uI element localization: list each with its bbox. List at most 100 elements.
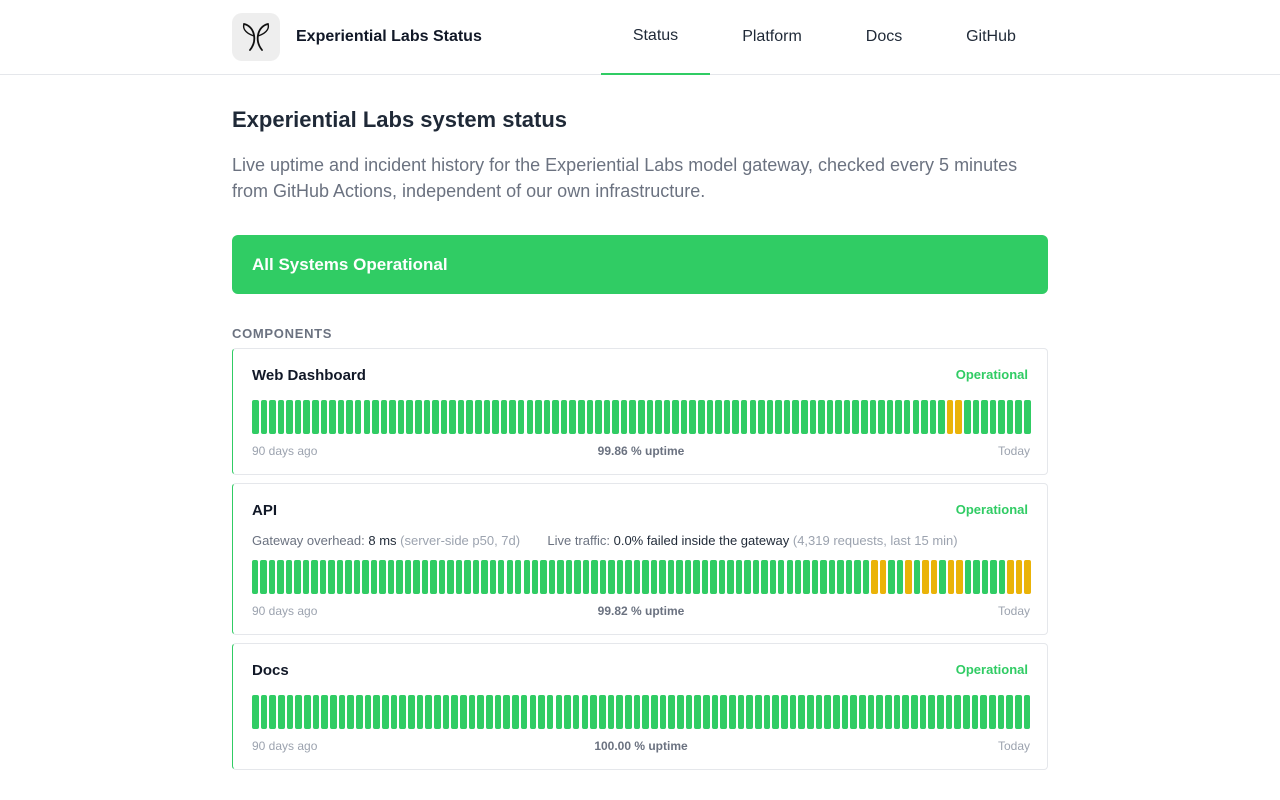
uptime-day-operational[interactable] bbox=[560, 400, 568, 434]
uptime-day-operational[interactable] bbox=[818, 400, 825, 434]
uptime-day-operational[interactable] bbox=[869, 400, 877, 434]
uptime-day-operational[interactable] bbox=[701, 560, 709, 594]
uptime-day-operational[interactable] bbox=[438, 560, 446, 594]
uptime-day-operational[interactable] bbox=[616, 695, 623, 729]
uptime-day-operational[interactable] bbox=[252, 400, 259, 434]
uptime-day-operational[interactable] bbox=[506, 560, 513, 594]
uptime-day-operational[interactable] bbox=[430, 560, 437, 594]
uptime-day-operational[interactable] bbox=[706, 400, 714, 434]
uptime-day-degraded[interactable] bbox=[922, 560, 929, 594]
uptime-day-operational[interactable] bbox=[329, 400, 336, 434]
uptime-day-operational[interactable] bbox=[546, 695, 554, 729]
uptime-day-operational[interactable] bbox=[746, 695, 753, 729]
uptime-day-operational[interactable] bbox=[876, 695, 883, 729]
nav-tab-status[interactable]: Status bbox=[601, 0, 710, 75]
uptime-day-operational[interactable] bbox=[336, 560, 344, 594]
uptime-day-operational[interactable] bbox=[494, 695, 502, 729]
uptime-day-operational[interactable] bbox=[820, 560, 827, 594]
uptime-day-operational[interactable] bbox=[715, 400, 722, 434]
uptime-day-operational[interactable] bbox=[624, 695, 632, 729]
uptime-day-operational[interactable] bbox=[396, 560, 403, 594]
uptime-day-operational[interactable] bbox=[447, 560, 454, 594]
uptime-day-operational[interactable] bbox=[694, 695, 701, 729]
uptime-day-operational[interactable] bbox=[711, 695, 719, 729]
uptime-day-operational[interactable] bbox=[963, 400, 971, 434]
uptime-day-operational[interactable] bbox=[778, 560, 785, 594]
uptime-day-operational[interactable] bbox=[803, 560, 810, 594]
uptime-day-operational[interactable] bbox=[744, 560, 751, 594]
uptime-day-operational[interactable] bbox=[801, 400, 808, 434]
uptime-day-operational[interactable] bbox=[998, 400, 1005, 434]
uptime-day-operational[interactable] bbox=[354, 400, 362, 434]
uptime-day-operational[interactable] bbox=[483, 400, 491, 434]
uptime-day-operational[interactable] bbox=[919, 695, 927, 729]
uptime-day-operational[interactable] bbox=[457, 400, 465, 434]
uptime-day-operational[interactable] bbox=[475, 400, 482, 434]
uptime-day-operational[interactable] bbox=[535, 400, 542, 434]
uptime-day-operational[interactable] bbox=[477, 695, 485, 729]
uptime-day-operational[interactable] bbox=[997, 695, 1005, 729]
uptime-day-operational[interactable] bbox=[672, 400, 679, 434]
uptime-day-operational[interactable] bbox=[294, 400, 302, 434]
uptime-day-operational[interactable] bbox=[252, 560, 259, 594]
uptime-day-operational[interactable] bbox=[404, 560, 412, 594]
uptime-day-operational[interactable] bbox=[565, 560, 573, 594]
uptime-day-operational[interactable] bbox=[1024, 400, 1031, 434]
uptime-day-operational[interactable] bbox=[286, 400, 293, 434]
uptime-day-operational[interactable] bbox=[620, 400, 628, 434]
uptime-day-operational[interactable] bbox=[668, 695, 675, 729]
uptime-day-operational[interactable] bbox=[885, 695, 892, 729]
uptime-day-operational[interactable] bbox=[841, 695, 849, 729]
uptime-day-operational[interactable] bbox=[980, 695, 988, 729]
uptime-day-operational[interactable] bbox=[689, 400, 697, 434]
uptime-day-operational[interactable] bbox=[1015, 695, 1022, 729]
uptime-day-operational[interactable] bbox=[809, 400, 817, 434]
uptime-day-operational[interactable] bbox=[633, 695, 641, 729]
uptime-day-operational[interactable] bbox=[582, 560, 590, 594]
uptime-day-operational[interactable] bbox=[1006, 400, 1014, 434]
uptime-day-operational[interactable] bbox=[312, 400, 319, 434]
uptime-day-operational[interactable] bbox=[824, 695, 831, 729]
uptime-day-operational[interactable] bbox=[972, 400, 980, 434]
uptime-day-operational[interactable] bbox=[260, 560, 267, 594]
uptime-day-operational[interactable] bbox=[543, 400, 551, 434]
uptime-day-operational[interactable] bbox=[939, 560, 946, 594]
uptime-day-operational[interactable] bbox=[663, 400, 671, 434]
uptime-day-operational[interactable] bbox=[786, 560, 793, 594]
uptime-day-operational[interactable] bbox=[423, 400, 431, 434]
uptime-day-operational[interactable] bbox=[888, 560, 895, 594]
uptime-day-operational[interactable] bbox=[285, 560, 293, 594]
uptime-day-operational[interactable] bbox=[523, 560, 530, 594]
uptime-day-degraded[interactable] bbox=[1007, 560, 1014, 594]
uptime-day-operational[interactable] bbox=[862, 560, 870, 594]
uptime-day-operational[interactable] bbox=[754, 695, 762, 729]
uptime-day-operational[interactable] bbox=[379, 560, 386, 594]
uptime-day-operational[interactable] bbox=[807, 695, 814, 729]
uptime-day-operational[interactable] bbox=[676, 695, 684, 729]
uptime-day-operational[interactable] bbox=[698, 400, 705, 434]
nav-tab-github[interactable]: GitHub bbox=[942, 0, 1040, 74]
uptime-day-operational[interactable] bbox=[973, 560, 980, 594]
uptime-day-operational[interactable] bbox=[732, 400, 739, 434]
uptime-day-operational[interactable] bbox=[913, 560, 921, 594]
uptime-day-operational[interactable] bbox=[954, 695, 962, 729]
uptime-day-operational[interactable] bbox=[590, 695, 597, 729]
uptime-day-operational[interactable] bbox=[612, 400, 619, 434]
uptime-day-operational[interactable] bbox=[718, 560, 726, 594]
uptime-day-operational[interactable] bbox=[852, 400, 859, 434]
uptime-day-operational[interactable] bbox=[338, 695, 346, 729]
uptime-day-operational[interactable] bbox=[304, 695, 311, 729]
uptime-day-operational[interactable] bbox=[268, 560, 276, 594]
uptime-day-operational[interactable] bbox=[638, 400, 645, 434]
uptime-day-operational[interactable] bbox=[599, 560, 607, 594]
uptime-day-operational[interactable] bbox=[481, 560, 488, 594]
uptime-day-operational[interactable] bbox=[783, 400, 791, 434]
uptime-day-operational[interactable] bbox=[1006, 695, 1014, 729]
uptime-day-operational[interactable] bbox=[789, 695, 797, 729]
uptime-day-operational[interactable] bbox=[989, 695, 996, 729]
uptime-day-operational[interactable] bbox=[850, 695, 857, 729]
uptime-day-operational[interactable] bbox=[629, 400, 636, 434]
uptime-day-operational[interactable] bbox=[963, 695, 970, 729]
uptime-day-operational[interactable] bbox=[414, 400, 422, 434]
uptime-day-operational[interactable] bbox=[321, 695, 328, 729]
